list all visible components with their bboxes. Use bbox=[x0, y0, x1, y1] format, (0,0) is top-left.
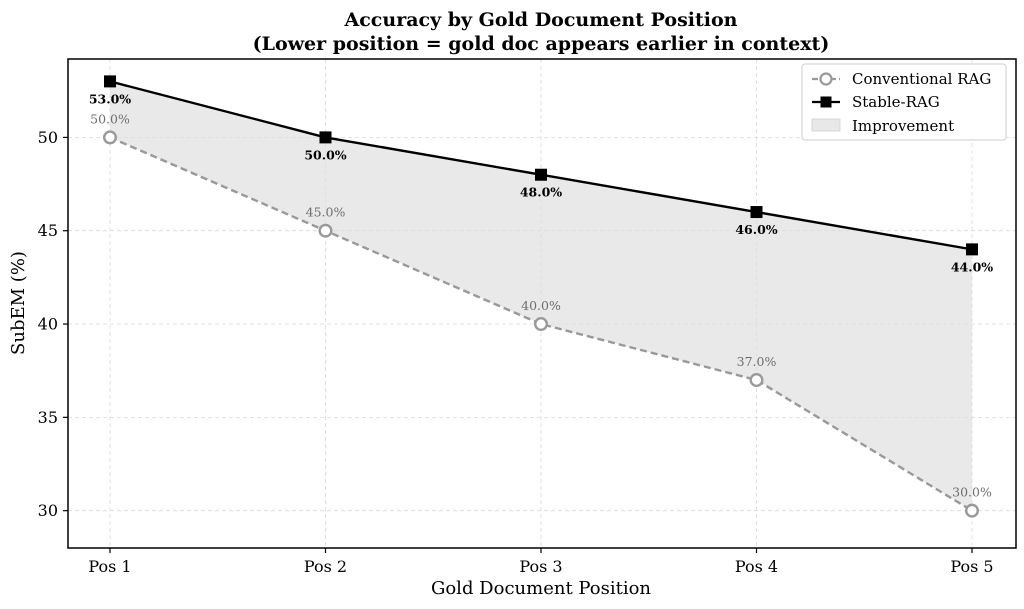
point-stable-rag bbox=[535, 168, 547, 181]
x-tick-label: Pos 5 bbox=[950, 557, 993, 576]
data-label-stable-rag: 50.0% bbox=[304, 147, 346, 162]
y-tick-label: 30 bbox=[38, 501, 58, 520]
data-label-conventional-rag: 40.0% bbox=[521, 298, 561, 313]
plot-frame bbox=[67, 58, 1017, 549]
x-tick-label: Pos 4 bbox=[735, 557, 778, 576]
x-axis-label: Gold Document Position bbox=[431, 578, 651, 599]
legend-improvement-label: Improvement bbox=[852, 117, 954, 135]
improvement-area bbox=[110, 81, 972, 511]
point-conventional-rag bbox=[749, 373, 764, 388]
point-conventional-rag bbox=[318, 223, 333, 238]
legend-improvement-swatch bbox=[811, 118, 841, 132]
legend: Conventional RAG Stable-RAG Improvement bbox=[801, 63, 1007, 141]
data-label-conventional-rag: 30.0% bbox=[952, 485, 992, 500]
data-label-conventional-rag: 45.0% bbox=[306, 205, 346, 220]
x-axis-ticks: Pos 1 Pos 2 Pos 3 Pos 4 Pos 5 bbox=[88, 548, 994, 576]
y-tick-label: 45 bbox=[38, 221, 58, 240]
improvement-area-layer bbox=[110, 81, 972, 511]
y-axis-label: SubEM (%) bbox=[8, 251, 29, 355]
series-layer bbox=[102, 75, 980, 518]
x-tick-label: Pos 3 bbox=[519, 557, 562, 576]
y-tick-label: 35 bbox=[38, 408, 58, 427]
y-axis-ticks: 30 35 40 45 50 bbox=[38, 128, 68, 520]
chart-subtitle: (Lower position = gold doc appears earli… bbox=[253, 33, 830, 55]
series-line-conventional-rag bbox=[109, 136, 973, 512]
legend-stable-label: Stable-RAG bbox=[852, 93, 940, 111]
data-label-stable-rag: 53.0% bbox=[89, 91, 131, 106]
point-conventional-rag bbox=[102, 130, 117, 145]
x-tick-label: Pos 1 bbox=[88, 557, 131, 576]
legend-conventional-label: Conventional RAG bbox=[852, 70, 991, 88]
data-label-stable-rag: 44.0% bbox=[951, 259, 993, 274]
point-stable-rag bbox=[319, 131, 332, 144]
point-stable-rag bbox=[750, 206, 763, 219]
legend-stable-marker bbox=[820, 96, 832, 108]
point-conventional-rag bbox=[965, 503, 980, 518]
legend-conventional-marker bbox=[819, 72, 833, 86]
y-tick-label: 40 bbox=[38, 315, 58, 334]
point-stable-rag bbox=[966, 243, 978, 256]
legend-box bbox=[801, 63, 1007, 141]
data-label-stable-rag: 46.0% bbox=[735, 222, 777, 237]
chart-title: Accuracy by Gold Document Position bbox=[344, 9, 738, 31]
x-tick-label: Pos 2 bbox=[304, 557, 347, 576]
data-labels: 50.0% 45.0% 40.0% 37.0% 30.0% 53.0% 50.0% 48.0%… bbox=[89, 91, 993, 499]
y-tick-label: 50 bbox=[38, 128, 58, 147]
point-stable-rag bbox=[104, 75, 116, 88]
data-label-conventional-rag: 50.0% bbox=[90, 111, 130, 126]
data-label-conventional-rag: 37.0% bbox=[737, 354, 777, 369]
point-conventional-rag bbox=[534, 317, 549, 332]
data-label-stable-rag: 48.0% bbox=[520, 185, 562, 200]
